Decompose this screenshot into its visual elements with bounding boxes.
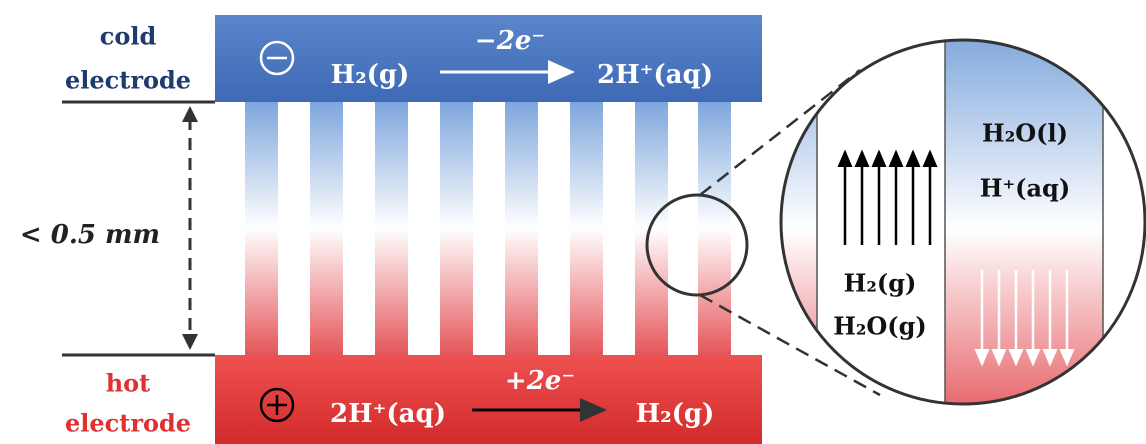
- channels: [245, 102, 731, 355]
- diagram: H₂(g) −2e⁻ 2H⁺(aq) 2H⁺(aq) +2e⁻ H₂(g) co…: [0, 0, 1146, 444]
- liquid-label: H⁺(aq): [980, 174, 1070, 203]
- hot-electrons: +2e⁻: [505, 366, 575, 396]
- cold-reactant: H₂(g): [331, 60, 410, 90]
- gas-label: H₂(g): [844, 269, 917, 298]
- gas-label: H₂O(g): [833, 312, 927, 341]
- hot-product: H₂(g): [636, 399, 715, 429]
- gap-label: < 0.5 mm: [20, 220, 160, 250]
- hot-label: hot: [106, 369, 151, 398]
- cold-product: 2H⁺(aq): [597, 60, 713, 90]
- cold-label: cold: [100, 22, 157, 51]
- hot-label: electrode: [65, 409, 191, 438]
- cold-electrons: −2e⁻: [475, 26, 545, 56]
- cold-label: electrode: [65, 66, 191, 95]
- page: {"left_labels": {"cold_top": "cold", "co…: [0, 0, 1146, 444]
- liquid-label: H₂O(l): [982, 119, 1068, 148]
- hot-reactant: 2H⁺(aq): [330, 399, 446, 429]
